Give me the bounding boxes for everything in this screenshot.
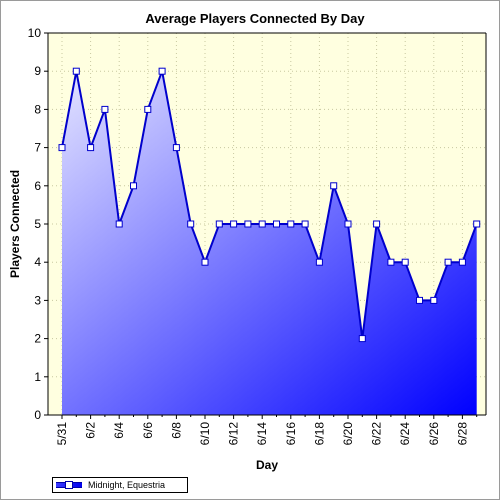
x-tick-label: 6/26: [427, 422, 441, 446]
x-tick-label: 6/4: [112, 422, 126, 439]
data-point: [373, 220, 381, 228]
x-tick-label: 6/22: [370, 422, 384, 446]
x-tick-label: 6/2: [84, 422, 98, 439]
y-tick-label: 0: [34, 408, 41, 422]
data-point: [187, 220, 195, 228]
x-tick-label: 5/31: [55, 422, 69, 446]
data-point: [273, 220, 280, 228]
data-point: [258, 220, 266, 228]
legend: Midnight, Equestria: [52, 477, 188, 493]
y-tick-label: 10: [28, 26, 42, 40]
y-tick-label: 2: [34, 332, 41, 346]
data-point: [144, 105, 152, 113]
x-tick-label: 6/10: [198, 422, 212, 446]
data-point: [230, 220, 238, 228]
data-point: [201, 258, 209, 266]
x-tick-label: 6/20: [341, 422, 355, 446]
y-tick-label: 3: [34, 293, 41, 307]
legend-swatch: [56, 478, 82, 492]
data-point: [458, 258, 466, 266]
x-tick-label: 6/14: [255, 422, 269, 446]
data-point: [330, 182, 338, 190]
data-point: [158, 67, 166, 75]
x-axis-title: Day: [256, 458, 278, 472]
x-tick-label: 6/28: [455, 422, 469, 446]
data-point: [130, 182, 137, 190]
x-tick-labels: 5/31 6/2 6/4 6/6 6/8 6/10 6/12 6/14 6/16 6/18 6/20…: [55, 415, 478, 446]
series-markers: [58, 67, 481, 343]
data-point: [430, 296, 438, 304]
x-tick-label: 6/24: [398, 422, 412, 446]
data-point: [87, 144, 95, 152]
data-point: [301, 220, 309, 228]
y-tick-label: 5: [34, 217, 41, 231]
data-point: [72, 67, 80, 75]
data-point: [444, 258, 452, 266]
y-tick-label: 9: [34, 64, 41, 78]
x-tick-label: 6/12: [227, 422, 241, 446]
y-tick-label: 1: [34, 370, 41, 384]
y-axis-title: Players Connected: [8, 170, 22, 278]
data-point: [287, 220, 295, 228]
data-point: [416, 296, 423, 304]
y-tick-label: 6: [34, 179, 41, 193]
x-tick-label: 6/6: [141, 422, 155, 439]
x-tick-label: 6/16: [284, 422, 298, 446]
x-tick-label: 6/8: [169, 422, 183, 439]
y-tick-label: 8: [34, 102, 41, 116]
data-point: [115, 220, 123, 228]
data-point: [315, 258, 323, 266]
x-tick-label: 6/18: [312, 422, 326, 446]
data-point: [172, 144, 180, 152]
y-tick-label: 7: [34, 141, 41, 155]
y-tick-labels: 0 1 2 3 4 5 6 7 8 9 10: [28, 26, 48, 422]
data-point: [344, 220, 352, 228]
data-point: [244, 220, 252, 228]
chart-title: Average Players Connected By Day: [145, 11, 365, 26]
y-tick-label: 4: [34, 255, 41, 269]
data-point: [358, 335, 366, 343]
data-point: [215, 220, 223, 228]
data-point: [473, 220, 481, 228]
data-point: [387, 258, 395, 266]
legend-label: Midnight, Equestria: [88, 480, 166, 490]
data-point: [101, 105, 109, 113]
data-point: [58, 144, 66, 152]
series-line: [61, 67, 478, 339]
data-point: [401, 258, 409, 266]
series-area: [62, 71, 477, 415]
